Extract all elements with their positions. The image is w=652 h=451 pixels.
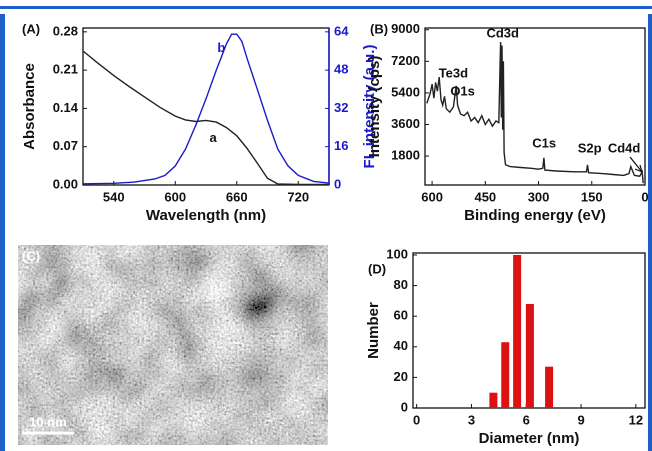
annotation: b <box>217 40 225 55</box>
annotation: O1s <box>450 83 475 98</box>
x-tick-label: 0 <box>641 189 648 204</box>
x-tick-label: 300 <box>528 189 550 204</box>
y-tick-label: 3600 <box>391 116 420 131</box>
x-tick-label: 450 <box>474 189 496 204</box>
y-tick-label: 0.28 <box>53 23 78 38</box>
y-tick-label: 7200 <box>391 53 420 68</box>
x-tick-label: 9 <box>577 412 584 427</box>
annotation: Cd3d <box>486 25 519 40</box>
bar <box>545 366 554 408</box>
tem-image-panel: (C) 10 nm <box>18 245 328 445</box>
y-tick-label: 60 <box>394 308 408 323</box>
x-axis-label: Wavelength (nm) <box>146 207 266 224</box>
data-line <box>82 33 330 185</box>
bar <box>525 303 534 408</box>
x-tick-label: 6 <box>523 412 530 427</box>
y-tick-label: 100 <box>386 246 408 261</box>
y-axis-label: Absorbance <box>21 63 38 150</box>
y2-tick-label: 0 <box>334 176 341 191</box>
annotation: Cd4d <box>608 140 641 155</box>
x-tick-label: 540 <box>103 189 125 204</box>
panel-label: (C) <box>22 248 40 263</box>
y2-axis-label: FL intensity (a.u.) <box>361 45 378 169</box>
y-tick-label: 0.14 <box>53 100 79 115</box>
chart-panel: 0 3 6 9 12 0 20 40 60 80 100 Diameter (nm) Number (D) <box>365 246 646 447</box>
chart-panel: 540 600 660 720 0.00 0.07 0.14 0.21 0.28 0 16 32 48 6… <box>21 21 378 224</box>
y-axis-label: Intensity (cps) <box>366 56 383 158</box>
right-rule <box>648 14 652 451</box>
y-tick-label: 0.00 <box>53 176 78 191</box>
x-tick-label: 660 <box>226 189 248 204</box>
tem-texture <box>18 245 328 445</box>
chart-panel: 600 450 300 150 0 1800 3600 5400 7200 9000 Binding… <box>366 21 649 224</box>
annotation: C1s <box>532 135 556 150</box>
y-tick-label: 20 <box>394 369 408 384</box>
y2-tick-label: 16 <box>334 138 348 153</box>
y2-tick-label: 64 <box>334 23 349 38</box>
x-tick-label: 3 <box>468 412 475 427</box>
left-rule <box>0 14 5 451</box>
panel-label: (B) <box>370 21 388 36</box>
plot-frame <box>82 27 330 186</box>
y-tick-label: 40 <box>394 338 408 353</box>
annotation: Te3d <box>439 65 468 80</box>
x-axis-label: Binding energy (eV) <box>464 207 606 224</box>
panel-label: (A) <box>22 21 40 36</box>
x-axis-label: Diameter (nm) <box>479 430 580 447</box>
scale-bar-label: 10 nm <box>29 414 67 429</box>
bar <box>513 254 522 408</box>
y-tick-label: 0.07 <box>53 138 78 153</box>
bar <box>501 342 510 408</box>
y-tick-label: 5400 <box>391 84 420 99</box>
x-tick-label: 720 <box>287 189 309 204</box>
annotation-arrow <box>629 156 643 173</box>
x-tick-label: 600 <box>421 189 443 204</box>
y-tick-label: 1800 <box>391 147 420 162</box>
x-tick-label: 12 <box>629 412 643 427</box>
annotation: S2p <box>578 140 602 155</box>
y-tick-label: 80 <box>394 277 408 292</box>
panel-label: (D) <box>368 261 386 276</box>
x-tick-label: 600 <box>164 189 186 204</box>
y-tick-label: 0.21 <box>53 62 78 77</box>
plot-frame <box>424 27 646 186</box>
top-rule <box>0 6 652 9</box>
y2-tick-label: 32 <box>334 100 348 115</box>
y-tick-label: 9000 <box>391 21 420 36</box>
data-line <box>426 41 644 184</box>
y-tick-label: 0 <box>401 399 408 414</box>
x-tick-label: 0 <box>413 412 420 427</box>
y-axis-label: Number <box>365 302 382 359</box>
annotation: a <box>210 130 218 145</box>
data-line <box>82 50 329 186</box>
y2-tick-label: 48 <box>334 62 348 77</box>
x-tick-label: 150 <box>581 189 603 204</box>
bar <box>489 392 498 408</box>
